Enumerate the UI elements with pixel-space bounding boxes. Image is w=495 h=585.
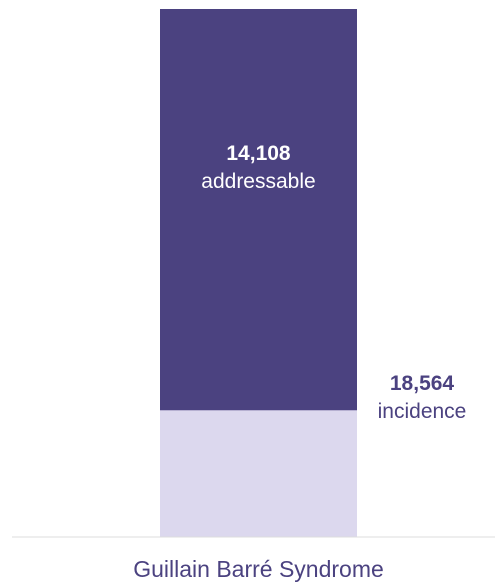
category-label: Guillain Barré Syndrome <box>133 556 384 582</box>
addressable-text-label: addressable <box>201 170 315 193</box>
bar-addressable <box>160 9 357 411</box>
incidence-value-label: 18,564 <box>390 372 455 395</box>
incidence-text-label: incidence <box>378 400 467 423</box>
addressable-value-label: 14,108 <box>226 142 291 165</box>
